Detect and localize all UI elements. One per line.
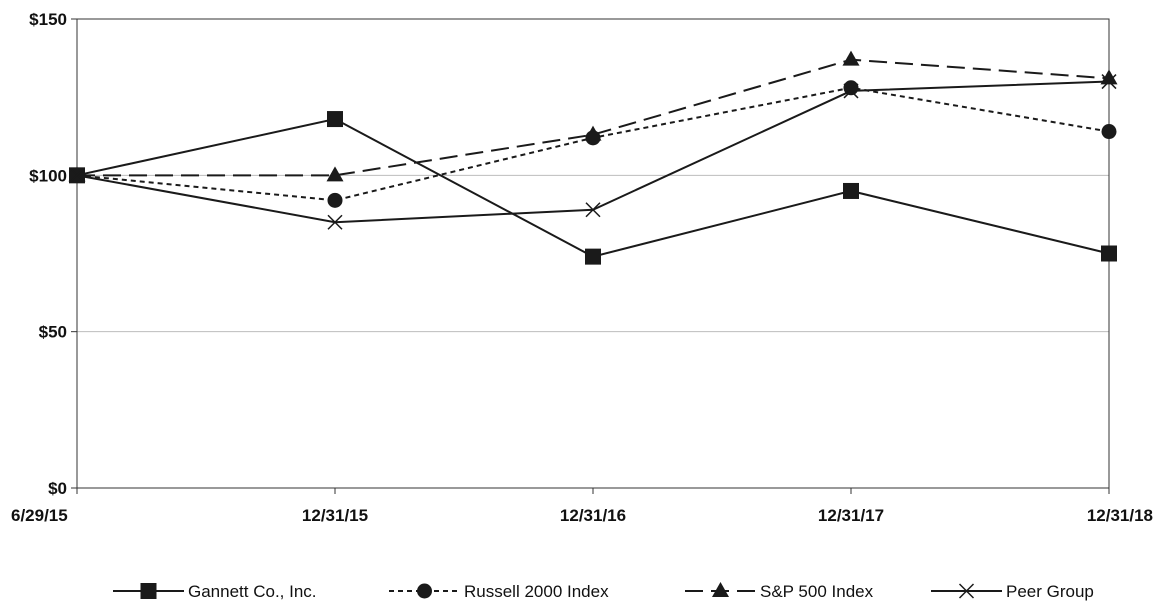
series-peer-group (69, 74, 1117, 230)
x-marker-stroke (585, 202, 601, 218)
series-line-peer-group (76, 80, 1110, 224)
legend-item-russell-2000: Russell 2000 Index (389, 582, 609, 601)
x-marker-stroke (327, 214, 343, 230)
legend: Gannett Co., Inc. Russell 2000 Index S&P 5… (113, 582, 1094, 601)
x-marker-stroke (69, 167, 85, 183)
data-point-sp-500 (842, 50, 860, 66)
data-point-peer-group (585, 202, 601, 218)
data-point-peer-group (1101, 74, 1117, 90)
data-point-peer-group (843, 83, 859, 99)
legend-item-sp-500: S&P 500 Index (685, 582, 874, 601)
data-point-sp-500 (326, 166, 344, 182)
series-russell-2000 (69, 80, 1117, 208)
x-marker-stroke (843, 83, 859, 99)
data-point-peer-group (69, 167, 85, 183)
data-point-sp-500 (1100, 69, 1118, 85)
legend-marker-peer-group (958, 583, 975, 599)
legend-label-peer-group: Peer Group (1006, 582, 1094, 601)
y-tick-label: $50 (39, 323, 67, 342)
axes: $0 $50 $100 $150 6/29/15 12/31/15 12/31/16 12/3… (11, 10, 1153, 525)
legend-label-gannett: Gannett Co., Inc. (188, 582, 317, 601)
data-point-gannett (585, 248, 601, 265)
data-point-sp-500 (68, 166, 86, 182)
legend-marker-russell-2000 (417, 583, 432, 599)
legend-label-sp-500: S&P 500 Index (760, 582, 874, 601)
legend-marker-sp-500 (712, 582, 729, 597)
data-point-gannett (1101, 245, 1117, 262)
y-tick-label: $100 (29, 166, 67, 185)
legend-marker-gannett (140, 583, 157, 599)
x-tick-label: 12/31/17 (818, 506, 884, 525)
series-sp-500 (68, 50, 1118, 182)
x-marker-stroke (958, 583, 975, 599)
x-tick-label: 12/31/18 (1087, 506, 1153, 525)
legend-item-peer-group: Peer Group (931, 582, 1094, 601)
x-tick-label: 12/31/15 (302, 506, 368, 525)
x-tick-label: 12/31/16 (560, 506, 626, 525)
series-line-sp-500 (77, 58, 1110, 177)
data-point-gannett (843, 182, 859, 199)
legend-label-russell-2000: Russell 2000 Index (464, 582, 609, 601)
x-tick-label: 6/29/15 (11, 506, 68, 525)
data-point-russell-2000 (327, 192, 343, 208)
legend-item-gannett: Gannett Co., Inc. (113, 582, 317, 601)
data-point-russell-2000 (1101, 124, 1117, 140)
y-tick-label: $0 (48, 479, 67, 498)
data-point-peer-group (327, 214, 343, 230)
series-group (68, 50, 1118, 265)
y-tick-label: $150 (29, 10, 67, 29)
data-point-gannett (327, 111, 343, 128)
data-point-sp-500 (584, 125, 602, 141)
x-marker-stroke (1101, 74, 1117, 90)
